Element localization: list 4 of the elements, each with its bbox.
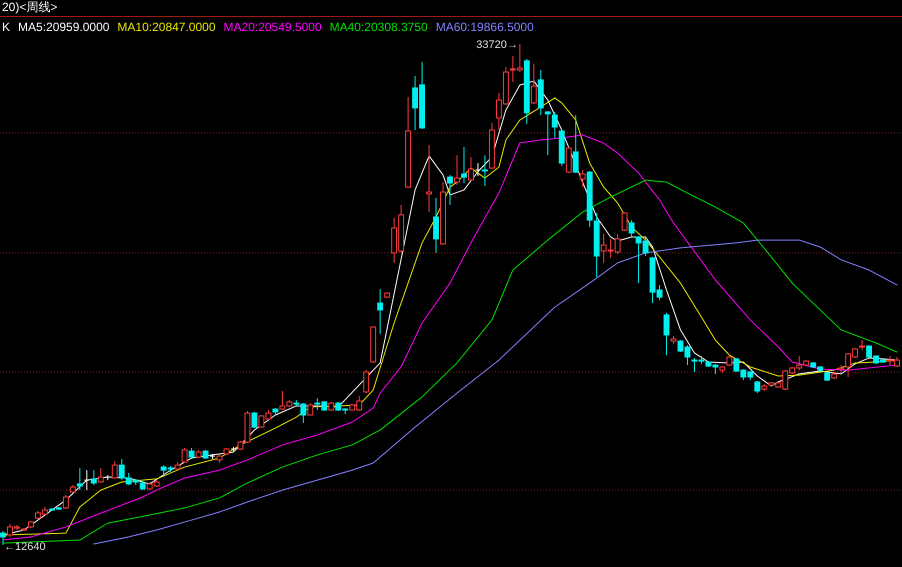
annotation: 33720→	[476, 39, 518, 51]
legend-title: K	[2, 20, 10, 34]
title: 20)<周线>	[2, 0, 58, 14]
annotation: ←12640	[4, 541, 46, 553]
